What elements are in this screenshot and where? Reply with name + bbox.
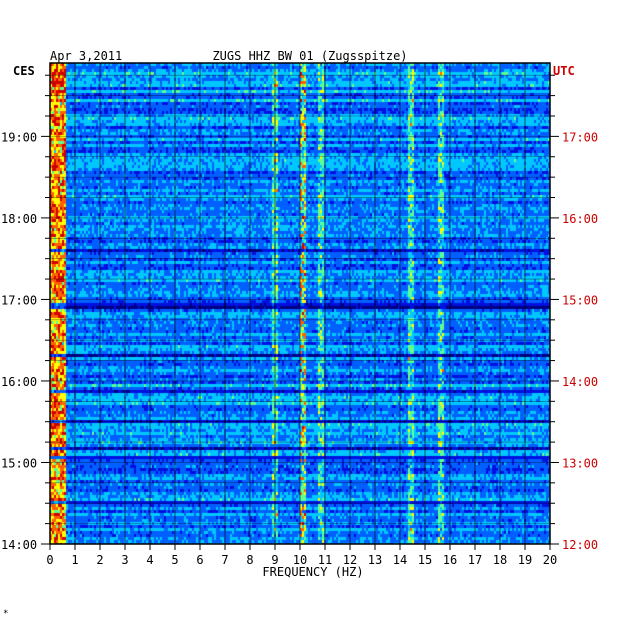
x-tick-label: 8 — [246, 553, 253, 567]
x-tick-label: 9 — [271, 553, 278, 567]
x-tick-label: 11 — [318, 553, 332, 567]
right-tick-label: 15:00 — [562, 293, 598, 307]
x-tick-label: 5 — [171, 553, 178, 567]
chart-date: Apr 3,2011 — [50, 49, 122, 63]
right-tick-label: 13:00 — [562, 456, 598, 470]
left-tick-label: 14:00 — [1, 538, 37, 552]
right-tick-label: 17:00 — [562, 130, 598, 144]
x-tick-label: 13 — [368, 553, 382, 567]
x-tick-label: 1 — [71, 553, 78, 567]
right-tick-label: 12:00 — [562, 538, 598, 552]
right-axis-label: UTC — [553, 64, 575, 78]
x-tick-label: 6 — [196, 553, 203, 567]
left-tick-label: 18:00 — [1, 212, 37, 226]
right-tick-label: 14:00 — [562, 375, 598, 389]
x-tick-label: 17 — [468, 553, 482, 567]
corner-mark: * — [3, 609, 8, 619]
x-tick-label: 2 — [96, 553, 103, 567]
x-tick-label: 16 — [443, 553, 457, 567]
left-tick-label: 16:00 — [1, 375, 37, 389]
x-tick-label: 18 — [493, 553, 507, 567]
frequency-axis: 0 1 2 3 4 5 6 7 8 9 10 11 12 13 14 15 16 17 18 19 20 — [46, 544, 557, 567]
x-tick-label: 10 — [293, 553, 307, 567]
left-axis-label: CES — [13, 64, 35, 78]
right-time-axis: 17:00 16:00 15:00 14:00 13:00 12:00 — [550, 74, 598, 552]
x-tick-label: 12 — [343, 553, 357, 567]
x-tick-label: 0 — [46, 553, 53, 567]
x-tick-label: 20 — [543, 553, 557, 567]
x-tick-label: 15 — [418, 553, 432, 567]
x-tick-label: 19 — [518, 553, 532, 567]
right-tick-label: 16:00 — [562, 212, 598, 226]
x-axis-label: FREQUENCY (HZ) — [262, 565, 363, 579]
x-tick-label: 4 — [146, 553, 153, 567]
chart-title: ZUGS HHZ BW 01 (Zugsspitze) — [212, 49, 407, 63]
left-tick-label: 17:00 — [1, 293, 37, 307]
x-tick-label: 3 — [121, 553, 128, 567]
left-tick-label: 19:00 — [1, 130, 37, 144]
grid-lines — [49, 63, 551, 545]
x-tick-label: 14 — [393, 553, 407, 567]
x-tick-label: 7 — [221, 553, 228, 567]
left-time-axis: 19:00 18:00 17:00 16:00 15:00 14:00 — [1, 74, 50, 552]
left-tick-label: 15:00 — [1, 456, 37, 470]
